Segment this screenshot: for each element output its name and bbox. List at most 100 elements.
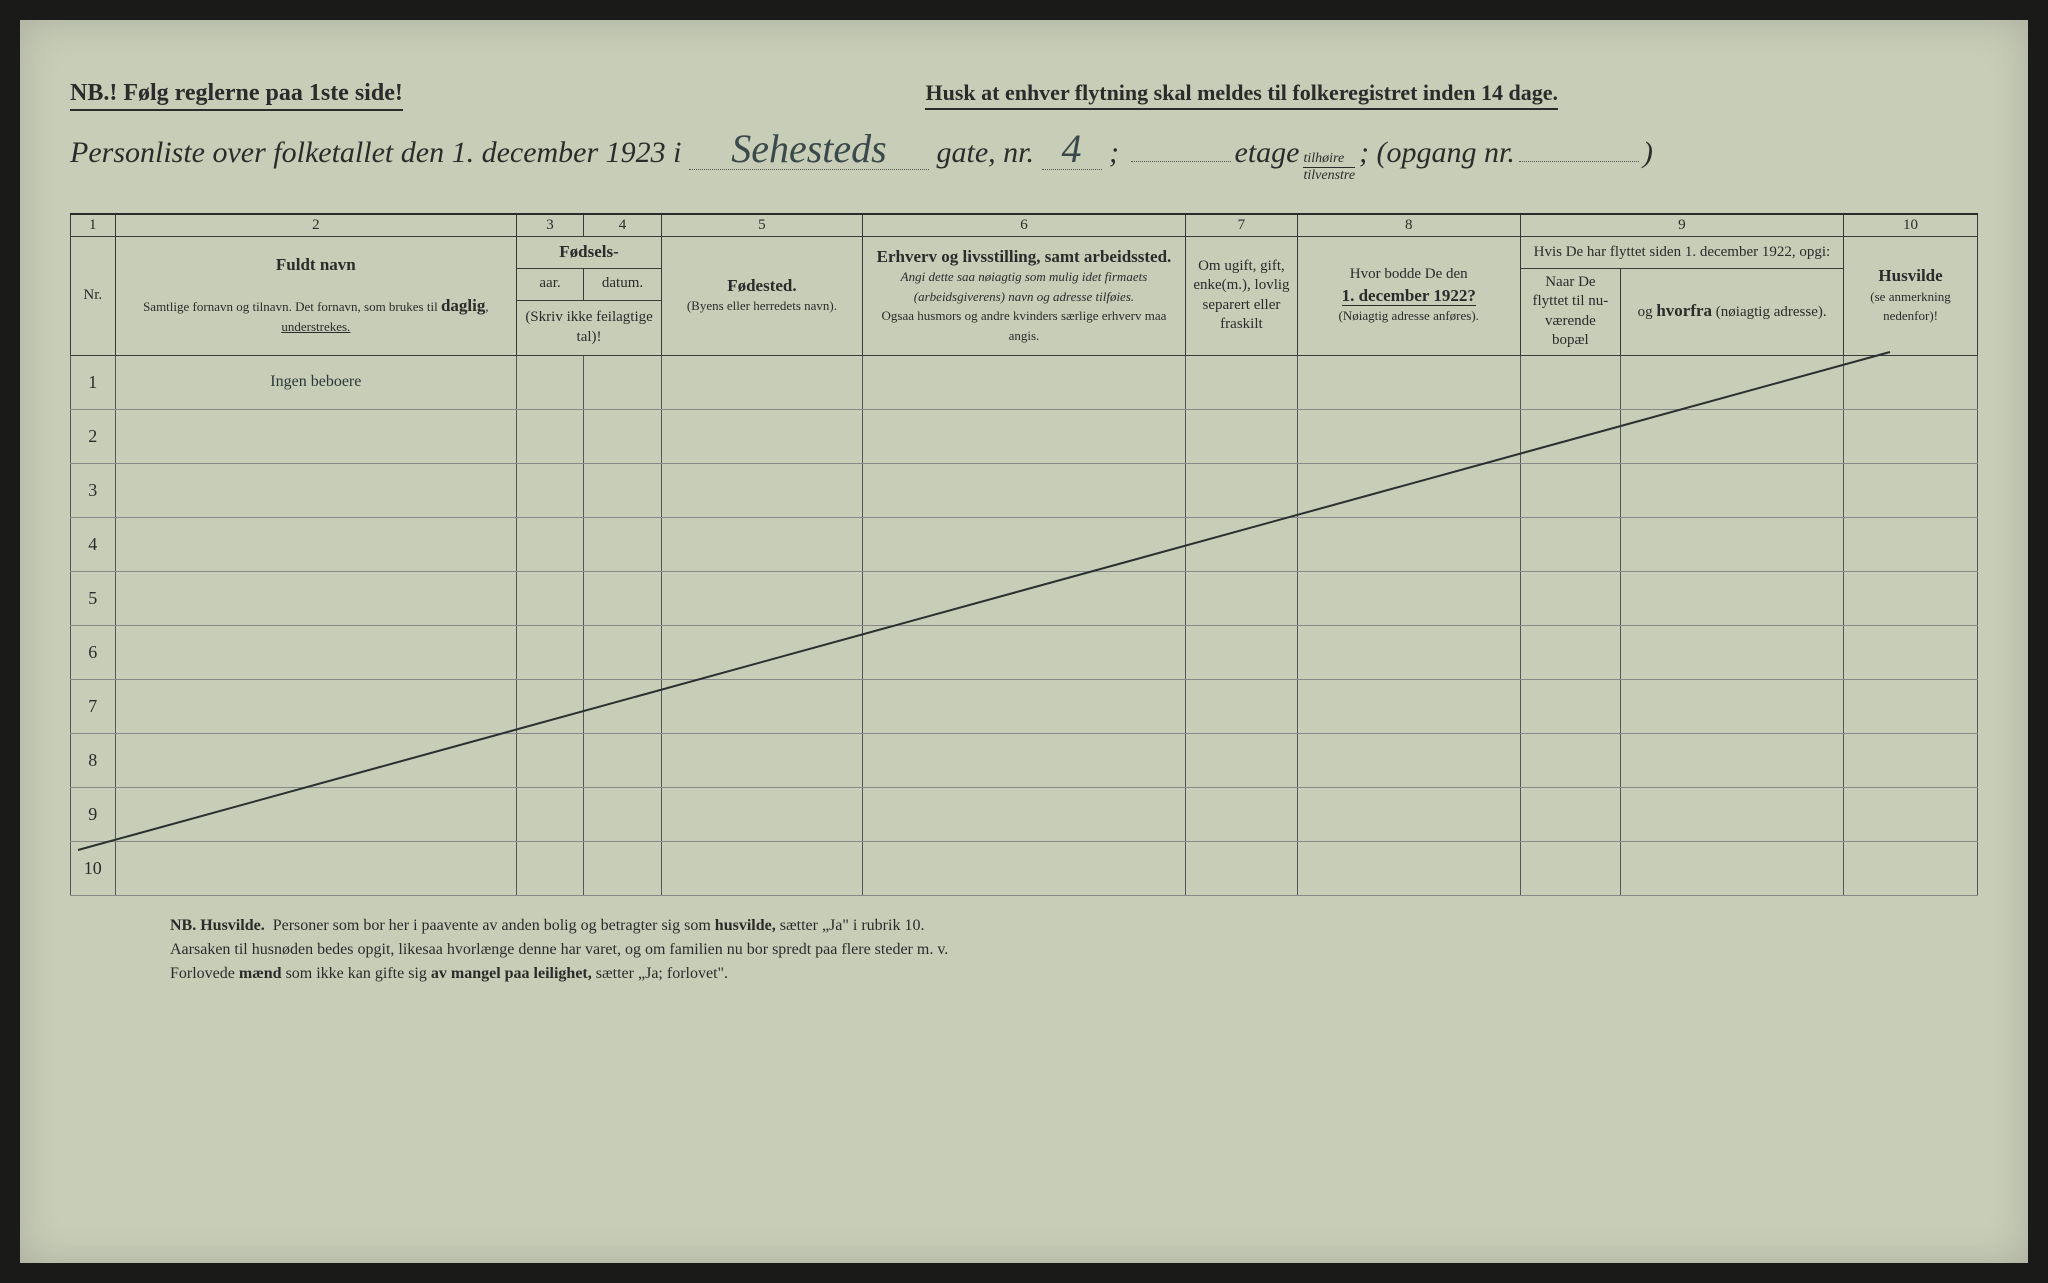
cell	[517, 679, 584, 733]
col-moved: Hvis De har flyttet siden 1. december 19…	[1520, 237, 1843, 269]
cell	[1186, 355, 1298, 409]
frac-bottom: tilvenstre	[1303, 168, 1355, 183]
col-fullname-title: Fuldt navn	[276, 255, 356, 274]
cell	[862, 571, 1185, 625]
cell	[583, 517, 661, 571]
cell	[1520, 733, 1620, 787]
cell	[1621, 787, 1844, 841]
cell	[1844, 409, 1978, 463]
cell	[862, 463, 1185, 517]
cell	[1844, 571, 1978, 625]
cell	[583, 409, 661, 463]
table-row: 7	[71, 679, 1978, 733]
cell	[662, 733, 863, 787]
cell	[583, 463, 661, 517]
colnum-3: 3	[517, 214, 584, 237]
cell	[1186, 841, 1298, 895]
cell	[517, 409, 584, 463]
column-number-row: 1 2 3 4 5 6 7 8 9 10	[71, 214, 1978, 237]
cell	[1186, 409, 1298, 463]
colnum-5: 5	[662, 214, 863, 237]
footnote: NB. Husvilde. Personer som bor her i paa…	[170, 914, 1978, 986]
col-fullname-sub: Samtlige fornavn og tilnavn. Det fornavn…	[143, 299, 489, 334]
cell	[662, 571, 863, 625]
table-body: 1Ingen beboere2345678910	[71, 355, 1978, 895]
cell	[583, 679, 661, 733]
census-table: 1 2 3 4 5 6 7 8 9 10 Nr. Fuldt navn Samt…	[70, 213, 1978, 896]
house-nr-handwritten: 4	[1042, 129, 1102, 170]
blank-1	[1131, 161, 1231, 162]
cell	[583, 625, 661, 679]
cell	[1844, 679, 1978, 733]
cell	[1621, 841, 1844, 895]
col-date: datum.	[583, 268, 661, 300]
cell	[662, 841, 863, 895]
cell	[1520, 679, 1620, 733]
cell	[862, 841, 1185, 895]
cell	[115, 463, 516, 517]
cell	[1297, 517, 1520, 571]
cell	[115, 841, 516, 895]
footnote-lead: NB. Husvilde.	[170, 917, 265, 934]
cell	[662, 787, 863, 841]
cell	[1520, 841, 1620, 895]
blank-opgang	[1519, 161, 1639, 162]
footnote-line2: Aarsaken til husnøden bedes opgit, likes…	[170, 941, 948, 958]
table-row: 3	[71, 463, 1978, 517]
colnum-8: 8	[1297, 214, 1520, 237]
cell	[1186, 625, 1298, 679]
cell	[1297, 679, 1520, 733]
cell	[1520, 517, 1620, 571]
gate-label: gate, nr.	[937, 136, 1035, 170]
row-number: 9	[71, 787, 116, 841]
row-number: 10	[71, 841, 116, 895]
cell	[1297, 841, 1520, 895]
cell	[862, 679, 1185, 733]
cell	[1621, 463, 1844, 517]
cell	[115, 679, 516, 733]
colnum-6: 6	[862, 214, 1185, 237]
col-moved-when: Naar De flyttet til nu-værende bopæl	[1520, 268, 1620, 355]
row-number: 7	[71, 679, 116, 733]
cell	[517, 463, 584, 517]
cell	[1297, 787, 1520, 841]
cell	[115, 625, 516, 679]
cell	[115, 787, 516, 841]
cell	[1621, 517, 1844, 571]
col-occupation: Erhverv og livsstilling, samt arbeidsste…	[862, 237, 1185, 356]
table-row: 5	[71, 571, 1978, 625]
cell	[517, 517, 584, 571]
cell	[1297, 355, 1520, 409]
semicolon: ;	[1109, 136, 1119, 170]
col-prev-address: Hvor bodde De den 1. december 1922? (Nøi…	[1297, 237, 1520, 356]
cell	[1844, 517, 1978, 571]
cell	[1844, 787, 1978, 841]
census-form-page: NB.! Følg reglerne paa 1ste side! Husk a…	[20, 20, 2028, 1263]
etage-fraction: tilhøire tilvenstre	[1303, 152, 1355, 183]
cell	[517, 733, 584, 787]
cell	[662, 463, 863, 517]
col-husvilde: Husvilde (se anmerkning nedenfor)!	[1844, 237, 1978, 356]
cell	[583, 841, 661, 895]
cell	[662, 517, 863, 571]
table-head: 1 2 3 4 5 6 7 8 9 10 Nr. Fuldt navn Samt…	[71, 214, 1978, 355]
col-birth-note: (Skriv ikke feilagtige tal)!	[517, 300, 662, 355]
cell	[115, 733, 516, 787]
col-birthplace: Fødested. (Byens eller herredets navn).	[662, 237, 863, 356]
cell	[1297, 571, 1520, 625]
cell	[1297, 409, 1520, 463]
cell	[1186, 733, 1298, 787]
table-row: 1Ingen beboere	[71, 355, 1978, 409]
cell	[583, 571, 661, 625]
cell	[1621, 571, 1844, 625]
cell	[662, 625, 863, 679]
opgang-label: ; (opgang nr.	[1359, 136, 1515, 170]
etage-label: etage	[1235, 136, 1300, 170]
cell	[1844, 841, 1978, 895]
col-nr: Nr.	[71, 237, 116, 356]
cell	[583, 355, 661, 409]
col-fullname: Fuldt navn Samtlige fornavn og tilnavn. …	[115, 237, 516, 356]
row-number: 5	[71, 571, 116, 625]
cell	[1186, 787, 1298, 841]
cell	[662, 355, 863, 409]
